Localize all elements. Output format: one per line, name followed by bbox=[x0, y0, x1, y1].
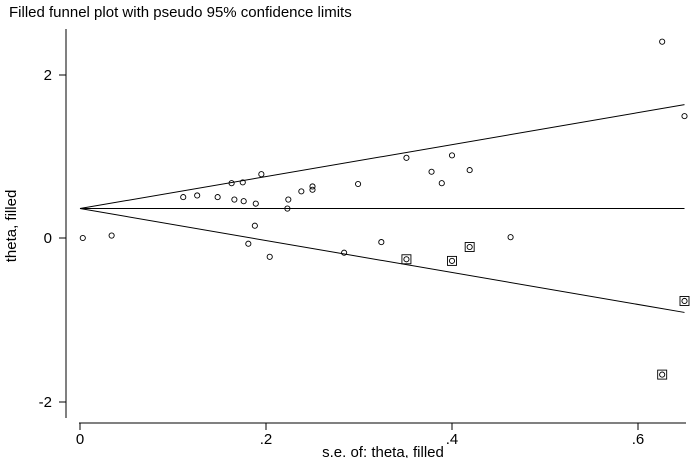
study-point bbox=[180, 194, 187, 201]
study-point bbox=[214, 194, 221, 201]
x-tick-label: 0 bbox=[76, 431, 84, 448]
study-point bbox=[309, 186, 316, 193]
study-point bbox=[448, 257, 456, 264]
study-point bbox=[194, 192, 201, 199]
study-point bbox=[659, 38, 666, 45]
study-point bbox=[466, 167, 473, 174]
study-point bbox=[245, 240, 252, 247]
study-point bbox=[251, 222, 258, 229]
study-point bbox=[231, 196, 238, 203]
study-point bbox=[428, 168, 435, 175]
study-point bbox=[240, 198, 247, 205]
study-point bbox=[378, 239, 385, 246]
study-point bbox=[448, 152, 456, 159]
study-point bbox=[228, 180, 235, 187]
study-point bbox=[659, 371, 666, 378]
study-point bbox=[108, 232, 115, 239]
study-point bbox=[298, 188, 305, 195]
upper-confidence-limit bbox=[79, 104, 685, 210]
x-tick-label: .2 bbox=[260, 431, 273, 448]
study-point bbox=[239, 179, 246, 186]
study-point bbox=[284, 205, 291, 212]
study-point bbox=[258, 171, 265, 178]
y-tick-label: 2 bbox=[44, 67, 52, 84]
study-point bbox=[285, 196, 292, 203]
study-point bbox=[681, 297, 688, 305]
filled-study-square bbox=[657, 369, 668, 380]
x-axis-label: s.e. of: theta, filled bbox=[322, 444, 444, 458]
y-tick-label: -2 bbox=[39, 394, 52, 411]
study-point bbox=[266, 253, 273, 260]
study-point bbox=[681, 113, 688, 120]
study-point bbox=[507, 234, 514, 241]
study-point bbox=[403, 256, 410, 263]
x-tick-label: .6 bbox=[632, 431, 645, 448]
study-point bbox=[403, 154, 410, 161]
chart-title: Filled funnel plot with pseudo 95% confi… bbox=[9, 4, 352, 21]
filled-study-square bbox=[401, 254, 412, 265]
filled-study-square bbox=[447, 255, 457, 266]
study-point bbox=[252, 200, 259, 207]
x-tick-label: .4 bbox=[446, 431, 459, 448]
study-point bbox=[438, 180, 445, 187]
lower-confidence-limit bbox=[79, 208, 685, 313]
study-point bbox=[355, 180, 362, 188]
study-point bbox=[309, 183, 316, 190]
study-point bbox=[341, 249, 348, 256]
filled-study-square bbox=[464, 242, 475, 252]
data-points bbox=[79, 38, 690, 380]
y-axis-label: theta, filled bbox=[3, 190, 20, 263]
study-point bbox=[79, 234, 86, 242]
filled-study-square bbox=[679, 296, 690, 306]
study-point bbox=[466, 243, 473, 251]
y-tick-label: 0 bbox=[44, 230, 52, 247]
